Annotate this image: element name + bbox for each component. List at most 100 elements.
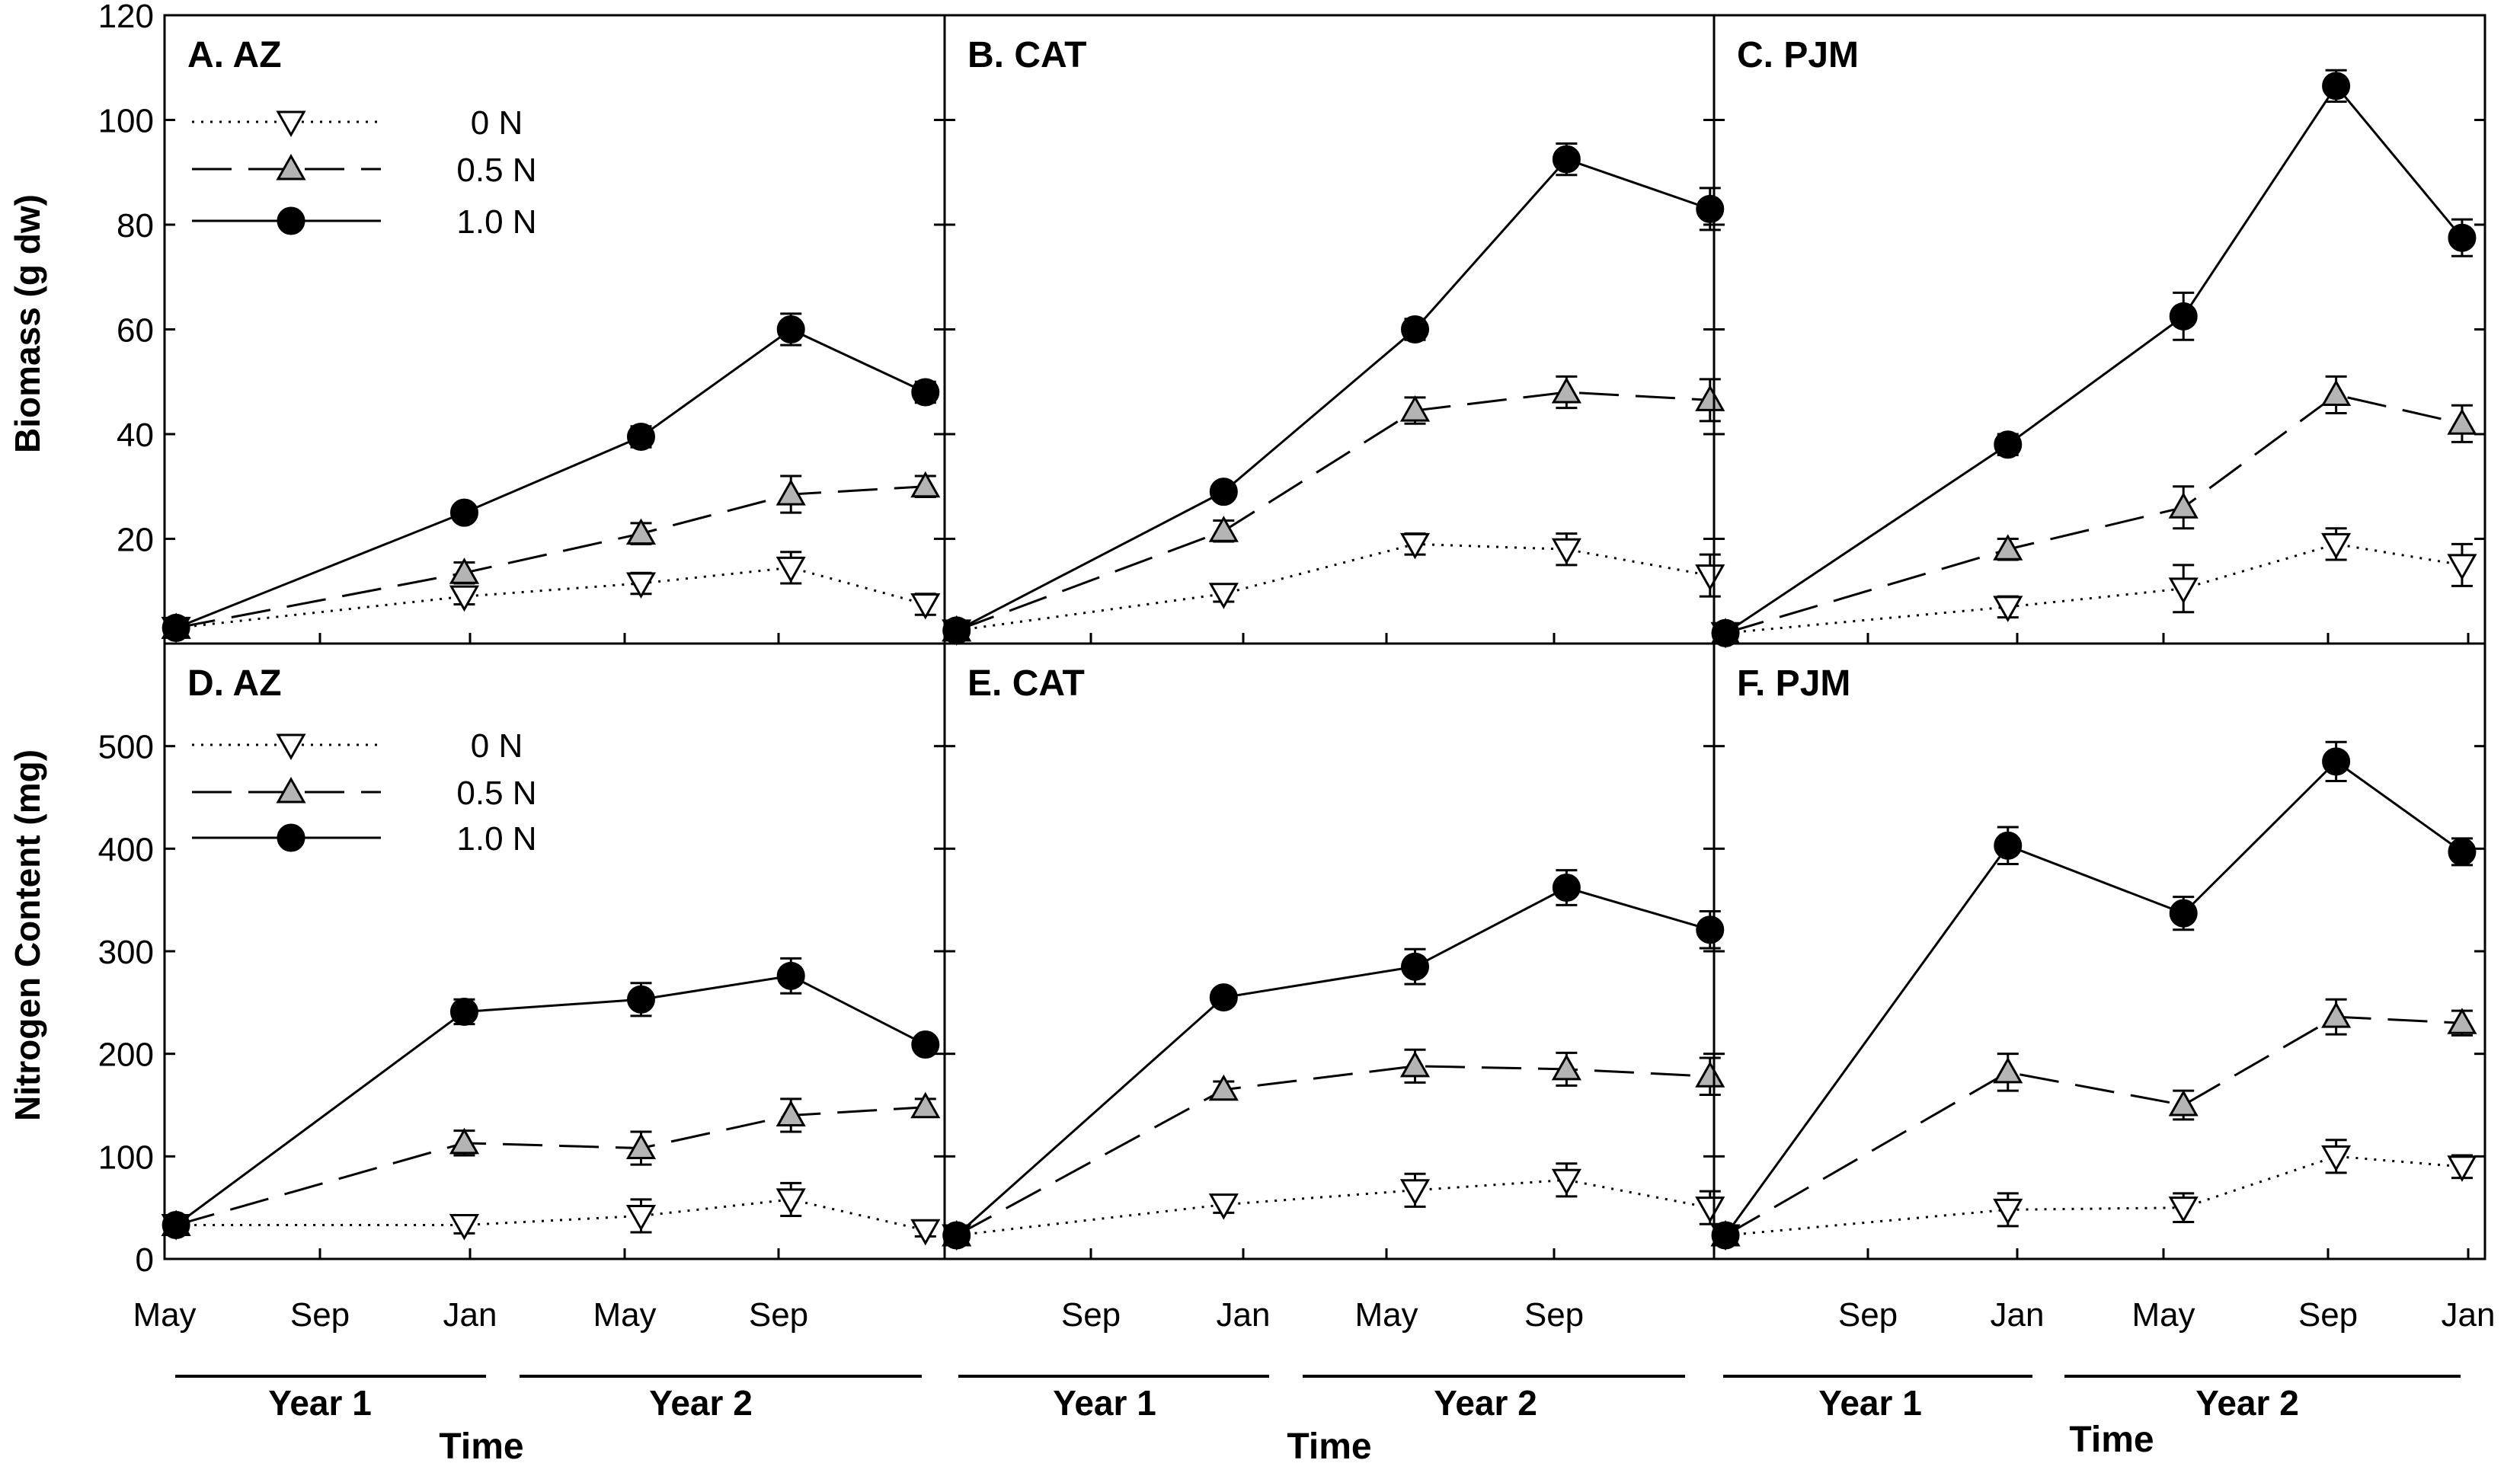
series-line-0-	[175, 566, 926, 629]
series-line-0-	[956, 1178, 1711, 1237]
data-point	[2168, 1196, 2199, 1223]
series-line-1-0-	[1724, 759, 2463, 1236]
data-point	[1993, 534, 2023, 561]
data-point	[1208, 1074, 1239, 1101]
data-point	[776, 315, 805, 343]
data-point	[2321, 1002, 2352, 1028]
panel-b-cat: B. CAT	[942, 14, 1725, 646]
panel-d-az: 0 100 200 300 400 500 May Sep Jan May Sep D. AZ 0 N 0…	[98, 642, 946, 1334]
data-point	[626, 985, 655, 1014]
x-axis-title-az: Time	[439, 1426, 523, 1467]
data-point	[1208, 583, 1239, 609]
data-point	[625, 1133, 657, 1160]
data-point	[1552, 145, 1581, 174]
data-point	[1994, 831, 2023, 860]
data-point	[2447, 408, 2477, 435]
data-point	[1401, 315, 1430, 343]
panel-frame	[943, 14, 1716, 645]
x-tick-label: Jan	[1217, 1296, 1271, 1334]
data-point	[449, 498, 478, 527]
data-point	[910, 593, 941, 620]
x-tick-label: May	[133, 1296, 196, 1334]
series-line-0-	[1725, 1155, 2463, 1237]
data-point	[911, 378, 940, 407]
legend-marker	[276, 110, 306, 138]
y-tick-label: 100	[98, 1139, 154, 1176]
data-point	[1209, 983, 1238, 1012]
data-point	[449, 997, 478, 1026]
panel-title: A. AZ	[187, 35, 282, 75]
series-line-0-5-	[955, 1065, 1710, 1237]
series-line-0-5-	[175, 485, 926, 629]
data-point	[1208, 516, 1239, 542]
x-tick-label: Sep	[1838, 1296, 1898, 1334]
data-point	[1551, 376, 1581, 404]
panel-c-pjm: C. PJM	[1710, 14, 2486, 649]
legend-marker	[277, 206, 305, 235]
year1-label-pjm: Year 1	[1818, 1383, 1922, 1423]
y-tick-label: 500	[98, 729, 154, 766]
legend-marker	[276, 776, 306, 803]
x-tick-label: Sep	[749, 1296, 808, 1334]
data-point	[2447, 1008, 2477, 1034]
series-line-1-0-	[175, 974, 926, 1226]
data-point	[776, 479, 806, 506]
year2-label-az: Year 2	[649, 1383, 753, 1423]
x-tick-label: Jan	[2442, 1296, 2496, 1334]
legend-marker	[276, 733, 306, 761]
data-point	[910, 1091, 941, 1119]
data-point	[1695, 564, 1725, 591]
y-tick-label: 0	[136, 1241, 154, 1279]
year2-label-pjm: Year 2	[2195, 1383, 2299, 1423]
data-point	[1993, 1198, 2023, 1225]
data-point	[1994, 430, 2023, 459]
y-tick-label: 400	[98, 831, 154, 868]
panel-title: C. PJM	[1737, 35, 1859, 75]
data-point	[449, 557, 480, 584]
data-point	[1209, 478, 1238, 506]
data-point	[2169, 899, 2198, 928]
panel-frame	[943, 642, 1716, 1260]
y-tick-label: 20	[117, 522, 154, 559]
data-point	[626, 422, 655, 451]
data-point	[1551, 1168, 1581, 1196]
panel-title: B. CAT	[967, 35, 1086, 75]
data-point	[2321, 532, 2352, 560]
data-point	[1695, 1196, 1725, 1223]
y-axis-title-nitrogen: Nitrogen Content (mg)	[8, 749, 47, 1121]
panel-f-pjm: Sep Jan May Sep Jan F. PJM	[1710, 642, 2496, 1334]
legend-label: 0.5 N	[456, 775, 536, 812]
panel-e-cat: Sep Jan May Sep E. CAT	[942, 642, 1725, 1334]
y-tick-label: 120	[98, 0, 154, 35]
data-point	[1711, 1221, 1740, 1250]
data-point	[449, 585, 480, 612]
series-line-0-5-	[175, 1106, 926, 1227]
x-tick-label: May	[1354, 1296, 1418, 1334]
data-point	[2447, 1155, 2477, 1182]
x-axis-title-cat: Time	[1287, 1426, 1371, 1467]
data-point	[2322, 72, 2351, 101]
data-point	[2447, 554, 2477, 580]
x-tick-label: Jan	[443, 1296, 497, 1334]
legend-label: 1.0 N	[456, 203, 536, 241]
x-tick-label: Sep	[290, 1296, 350, 1334]
legend-marker	[277, 823, 305, 852]
data-point	[911, 1030, 940, 1059]
y-axis-title-biomass: Biomass (g dw)	[8, 194, 47, 453]
legend-label: 0.5 N	[456, 152, 536, 189]
y-tick-label: 300	[98, 934, 154, 971]
data-point	[2448, 837, 2477, 866]
data-point	[1695, 385, 1725, 411]
y-tick-label: 200	[98, 1037, 154, 1074]
data-point	[625, 1204, 657, 1232]
series-line-0-	[176, 1198, 926, 1232]
y-tick-label: 100	[98, 103, 154, 140]
data-point	[2168, 492, 2199, 519]
panel-a-az: 20 40 60 80 100 120 A. AZ 0 N 0.5 N 1.0 N	[98, 0, 946, 645]
x-tick-label: May	[593, 1296, 656, 1334]
year1-label-cat: Year 1	[1053, 1383, 1156, 1423]
series-line-1-0-	[955, 886, 1711, 1237]
panel-frame	[1713, 642, 2486, 1260]
series-line-1-0-	[175, 327, 926, 629]
